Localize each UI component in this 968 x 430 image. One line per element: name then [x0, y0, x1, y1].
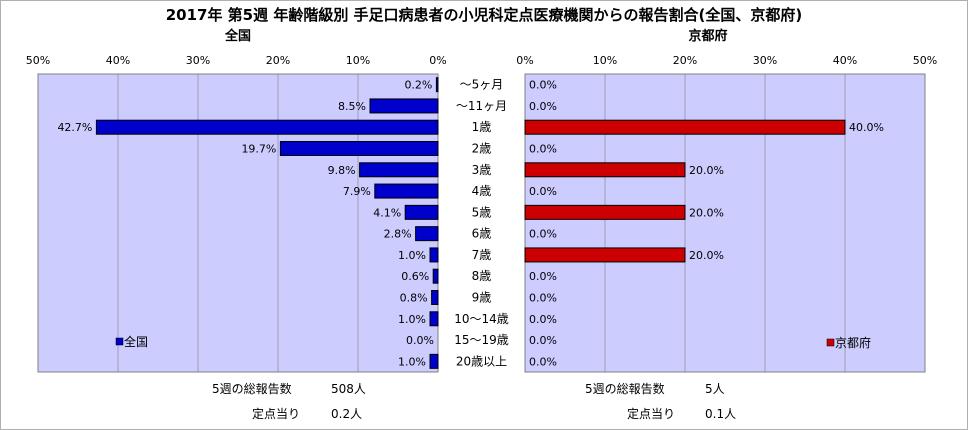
kyoto-value-label: 40.0% — [849, 121, 884, 134]
kyoto-plot — [524, 73, 926, 373]
national-bar — [95, 119, 439, 135]
age-category-label: 20歳以上 — [456, 354, 507, 368]
kyoto-panel-title: 京都府 — [688, 28, 727, 44]
age-category-label: 15～19歳 — [454, 333, 509, 347]
kyoto-tick-label: 0% — [516, 54, 533, 67]
national-bar — [429, 247, 439, 263]
national-bar — [435, 77, 439, 93]
kyoto-value-label: 0.0% — [529, 292, 557, 305]
national-bar — [432, 268, 439, 284]
national-tick-label: 0% — [429, 54, 446, 67]
kyoto-bar — [524, 162, 686, 178]
national-value-label: 0.2% — [404, 79, 432, 92]
national-value-label: 0.6% — [401, 270, 429, 283]
national-value-label: 1.0% — [398, 313, 426, 326]
age-category-label: 4歳 — [472, 184, 492, 198]
kyoto-footer: 5週の総報告数 5人 定点当り 0.1人 — [585, 381, 736, 421]
national-value-label: 19.7% — [241, 143, 276, 156]
age-category-label: 2歳 — [472, 142, 492, 156]
kyoto-tick-label: 30% — [753, 54, 777, 67]
kyoto-legend: 京都府 — [826, 335, 871, 350]
kyoto-per-site-label: 定点当り — [627, 406, 675, 421]
national-value-label: 0.8% — [400, 292, 428, 305]
national-panel-title: 全国 — [224, 28, 251, 44]
kyoto-value-label: 0.0% — [529, 355, 557, 368]
kyoto-value-label: 20.0% — [689, 206, 724, 219]
national-bar — [369, 98, 439, 114]
national-tick-label: 10% — [346, 54, 370, 67]
national-bar — [359, 162, 439, 178]
national-value-label: 42.7% — [57, 121, 92, 134]
national-bar — [429, 353, 439, 369]
kyoto-value-label: 0.0% — [529, 334, 557, 347]
national-legend-swatch — [115, 337, 124, 346]
national-bar — [431, 290, 439, 305]
national-tick-label: 30% — [186, 54, 210, 67]
age-category-label: ～5ヶ月 — [460, 78, 504, 92]
kyoto-legend-swatch — [826, 338, 835, 347]
age-category-label: ～11ヶ月 — [456, 99, 507, 113]
kyoto-bar — [524, 119, 846, 135]
national-value-label: 9.8% — [328, 164, 356, 177]
age-category-label: 7歳 — [472, 248, 492, 262]
kyoto-value-label: 0.0% — [529, 313, 557, 326]
kyoto-value-label: 20.0% — [689, 249, 724, 262]
national-reports-label: 5週の総報告数 — [212, 381, 292, 396]
kyoto-value-label: 0.0% — [529, 100, 557, 113]
national-bar — [374, 183, 439, 199]
national-legend-label: 全国 — [124, 334, 148, 349]
national-tick-label: 50% — [26, 54, 50, 67]
kyoto-reports-label: 5週の総報告数 — [585, 381, 665, 396]
national-value-label: 1.0% — [398, 355, 426, 368]
age-category-label: 10～14歳 — [454, 312, 509, 326]
kyoto-legend-label: 京都府 — [835, 335, 871, 350]
national-per-site-label: 定点当り — [252, 406, 300, 421]
age-category-label: 9歳 — [472, 291, 492, 305]
national-tick-label: 40% — [106, 54, 130, 67]
national-bar — [279, 141, 439, 156]
national-tick-label: 20% — [266, 54, 290, 67]
national-value-label: 0.0% — [406, 334, 434, 347]
national-value-label: 2.8% — [384, 228, 412, 241]
national-value-label: 7.9% — [343, 185, 371, 198]
national-legend: 全国 — [115, 334, 148, 349]
age-category-label: 3歳 — [472, 163, 492, 177]
chart-title: 2017年 第5週 年齢階級別 手足口病患者の小児科定点医療機関からの報告割合(… — [166, 6, 803, 24]
national-plot — [37, 73, 439, 373]
national-value-label: 4.1% — [373, 206, 401, 219]
age-category-label: 8歳 — [472, 269, 492, 283]
kyoto-value-label: 0.0% — [529, 185, 557, 198]
age-category-label: 1歳 — [472, 120, 492, 134]
national-value-label: 8.5% — [338, 100, 366, 113]
kyoto-bar — [524, 247, 686, 263]
kyoto-plot-area — [524, 73, 926, 373]
kyoto-bar — [524, 204, 686, 220]
kyoto-tick-label: 20% — [673, 54, 697, 67]
national-reports-value: 508人 — [331, 382, 366, 396]
kyoto-per-site-value: 0.1人 — [705, 407, 736, 421]
national-plot-area — [37, 73, 439, 373]
kyoto-tick-label: 50% — [913, 54, 937, 67]
kyoto-reports-value: 5人 — [705, 382, 725, 396]
age-category-label: 5歳 — [472, 205, 492, 219]
national-bar — [415, 226, 439, 242]
national-bar — [429, 311, 439, 327]
national-bar — [404, 204, 439, 220]
kyoto-tick-label: 40% — [833, 54, 857, 67]
kyoto-value-label: 0.0% — [529, 270, 557, 283]
kyoto-value-label: 0.0% — [529, 228, 557, 241]
age-category-label: 6歳 — [472, 227, 492, 241]
national-footer: 5週の総報告数 508人 定点当り 0.2人 — [212, 381, 366, 421]
national-per-site-value: 0.2人 — [331, 407, 362, 421]
kyoto-value-label: 0.0% — [529, 79, 557, 92]
kyoto-tick-label: 10% — [593, 54, 617, 67]
kyoto-value-label: 0.0% — [529, 143, 557, 156]
kyoto-value-label: 20.0% — [689, 164, 724, 177]
national-value-label: 1.0% — [398, 249, 426, 262]
